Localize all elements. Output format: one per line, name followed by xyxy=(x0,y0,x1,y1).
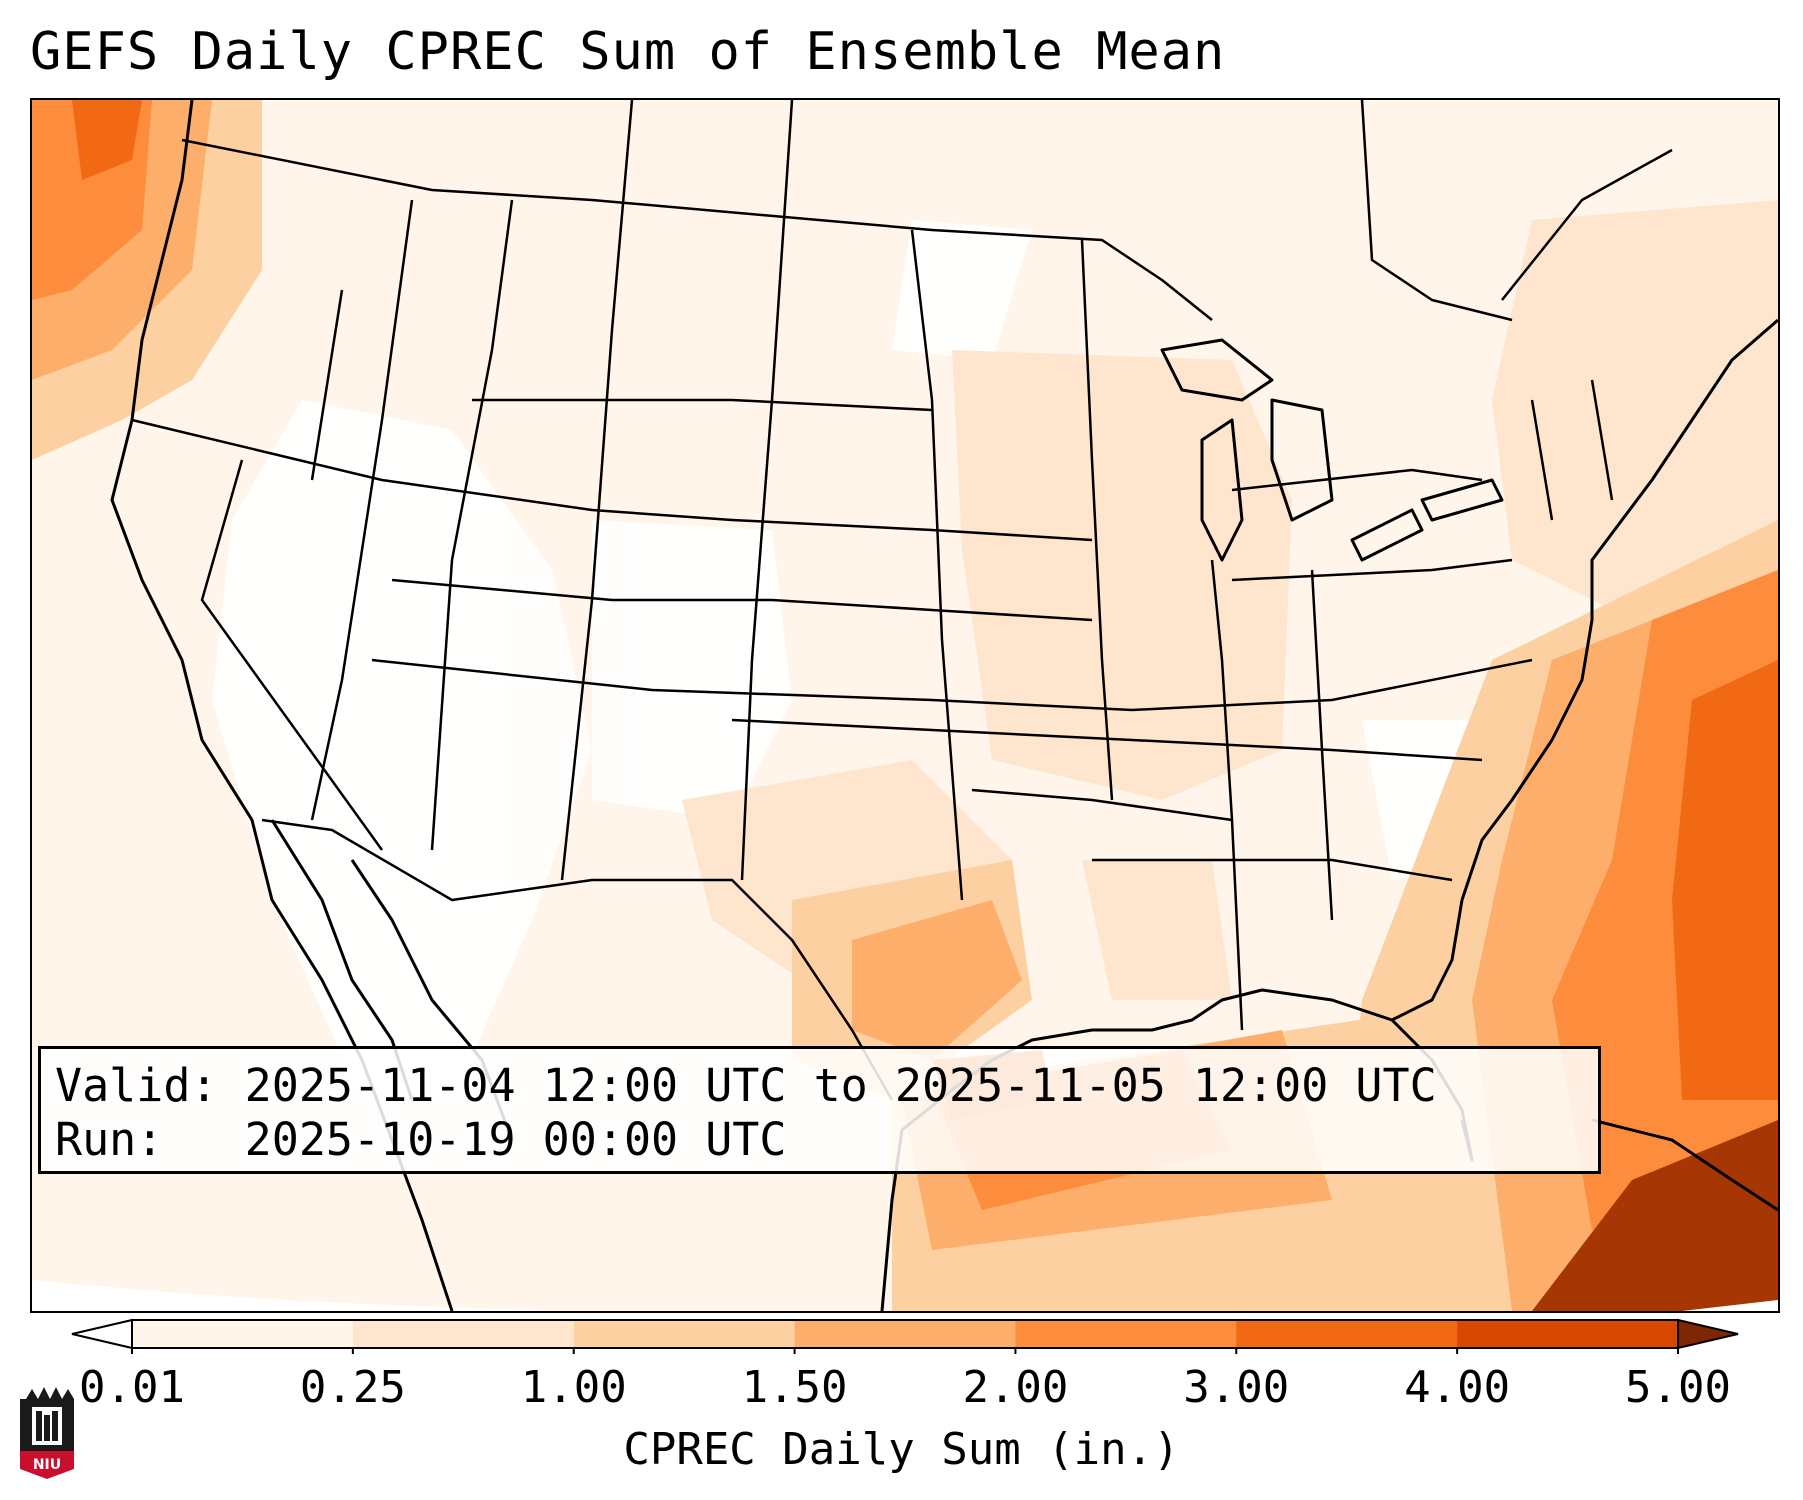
colorbar-segment xyxy=(132,1320,354,1348)
colorbar-segment xyxy=(352,1320,575,1348)
colorbar-tick-label: 3.00 xyxy=(1183,1362,1290,1413)
map-title: GEFS Daily CPREC Sum of Ensemble Mean xyxy=(30,22,1226,82)
colorbar-segment xyxy=(794,1320,1016,1348)
colorbar-segment xyxy=(1015,1320,1237,1348)
colorbar-segment xyxy=(573,1320,796,1348)
colorbar-tick-label: 5.00 xyxy=(1625,1362,1731,1413)
colorbar-tick-label: 0.01 xyxy=(79,1362,185,1413)
colorbar-tick-label: 2.00 xyxy=(962,1362,1069,1413)
niu-logo-icon: NIU xyxy=(20,1387,74,1479)
colorbar-segment xyxy=(1457,1320,1679,1348)
colorbar-tick-label: 4.00 xyxy=(1404,1362,1511,1413)
colorbar-extend-low xyxy=(71,1318,133,1350)
colorbar-svg xyxy=(71,1318,1739,1354)
precip-field-max xyxy=(1532,1120,1778,1311)
niu-logo: NIU xyxy=(18,1385,76,1481)
state-borders xyxy=(131,100,1673,1101)
valid-time-text: Valid: 2025-11-04 12:00 UTC to 2025-11-0… xyxy=(55,1059,1437,1112)
colorbar-tick-label: 1.50 xyxy=(741,1362,848,1413)
colorbar-extend-high xyxy=(1677,1318,1739,1350)
domain-edge xyxy=(32,1280,932,1311)
valid-run-info-box: Valid: 2025-11-04 12:00 UTC to 2025-11-0… xyxy=(38,1046,1601,1174)
colorbar-tick-label: 1.00 xyxy=(520,1362,627,1413)
colorbar-tick-labels: 0.01 0.25 1.00 1.50 2.00 3.00 4.00 5.00 xyxy=(0,1362,1803,1418)
colorbar-title: CPREC Daily Sum (in.) xyxy=(623,1424,1180,1475)
colorbar-segment xyxy=(1236,1320,1458,1348)
run-time-text: Run: 2025-10-19 00:00 UTC xyxy=(55,1113,787,1166)
precip-field-light xyxy=(682,200,1778,1000)
colorbar xyxy=(70,1314,1740,1354)
svg-text:NIU: NIU xyxy=(33,1457,61,1473)
colorbar-outline xyxy=(131,1319,1679,1349)
colorbar-tick-label: 0.25 xyxy=(299,1362,406,1413)
